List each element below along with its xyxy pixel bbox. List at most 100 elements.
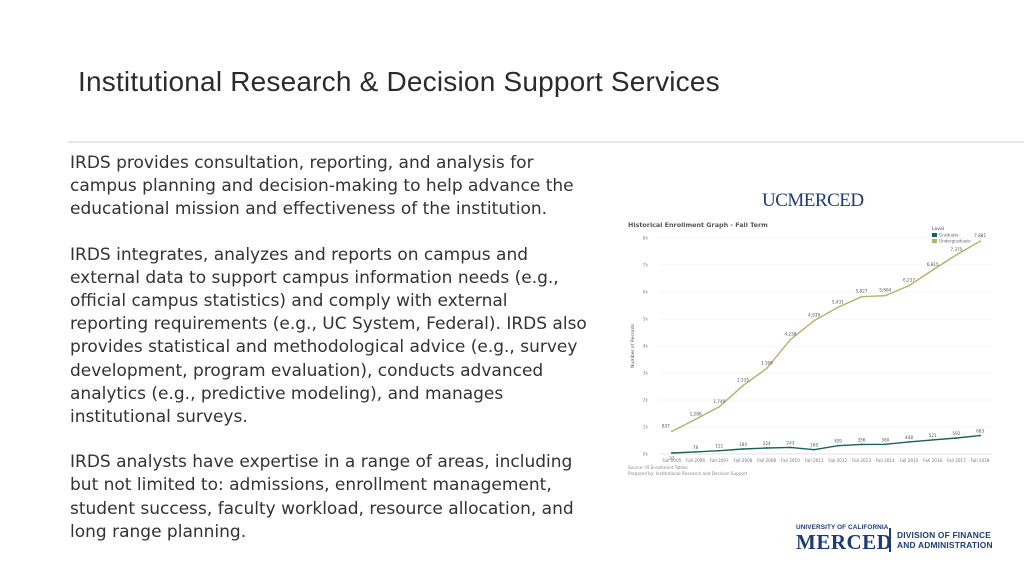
data-point-undergraduate: [765, 367, 768, 370]
series-line-graduate: [671, 434, 981, 454]
data-label-undergraduate: 5,431: [832, 299, 844, 304]
page-title: Institutional Research & Decision Suppor…: [78, 66, 720, 97]
data-point-graduate: [765, 447, 768, 449]
data-label-undergraduate: 1,286: [690, 411, 702, 416]
data-label-undergraduate: 5,864: [879, 288, 891, 293]
legend-label-graduate: Graduate: [939, 233, 959, 238]
data-point-graduate: [931, 439, 934, 441]
division-line-2: AND ADMINISTRATION: [897, 540, 993, 550]
data-label-undergraduate: 7,375: [950, 247, 962, 252]
chart-source: Source: IR Enrollment Tables: [628, 465, 688, 470]
data-point-graduate: [860, 443, 863, 446]
data-point-graduate: [884, 443, 887, 446]
paragraph-consultation: IRDS provides consultation, reporting, a…: [70, 153, 574, 220]
x-tick-label: Fall 2010: [781, 458, 800, 463]
data-point-graduate: [908, 441, 910, 443]
data-point-undergraduate: [694, 418, 697, 421]
x-tick-label: Fall 2015: [900, 458, 919, 463]
uc-logo-small-text: UNIVERSITY OF CALIFORNIA: [796, 524, 889, 531]
legend-title: Level: [932, 226, 944, 232]
division-finance-logo: UNIVERSITY OF CALIFORNIA MERCED DIVISION…: [796, 524, 1002, 554]
enrollment-chart: Historical Enrollment Graph - Fall Term …: [620, 218, 1004, 484]
data-point-undergraduate: [955, 253, 958, 256]
data-label-undergraduate: 2,535: [737, 378, 749, 383]
data-point-undergraduate: [979, 240, 982, 243]
legend-swatch-undergraduate: [932, 239, 937, 243]
data-label-graduate: 243: [786, 440, 794, 445]
data-label-undergraduate: 5,827: [856, 289, 868, 294]
data-label-graduate: 356: [858, 437, 866, 442]
data-point-undergraduate: [860, 295, 863, 298]
data-point-graduate: [670, 452, 673, 454]
paragraph-integrates: IRDS integrates, analyzes and reports on…: [70, 244, 587, 428]
data-point-undergraduate: [670, 430, 673, 433]
data-point-graduate: [694, 450, 697, 453]
y-tick-label: 4k: [643, 344, 649, 350]
data-point-undergraduate: [836, 306, 839, 309]
division-line-1: DIVISION OF FINANCE: [897, 530, 992, 540]
data-point-graduate: [955, 437, 958, 439]
x-tick-label: Fall 2017: [947, 458, 966, 463]
ucmerced-logo: UCMERCED: [762, 190, 864, 211]
data-label-undergraduate: 4,238: [784, 332, 796, 337]
x-tick-label: Fall 2007: [710, 458, 729, 463]
x-tick-label: Fall 2009: [757, 458, 776, 463]
data-point-graduate: [718, 449, 721, 452]
legend-swatch-graduate: [932, 233, 937, 237]
data-label-graduate: 309: [834, 439, 842, 444]
y-tick-label: 5k: [643, 317, 649, 323]
title-divider: [68, 141, 1024, 143]
data-label-graduate: 184: [739, 442, 747, 447]
data-point-undergraduate: [813, 319, 816, 322]
x-tick-label: Fall 2006: [686, 458, 705, 463]
data-label-graduate: 37: [669, 456, 675, 461]
chart-prepared-by: Prepared by: Institutional Research and …: [628, 471, 748, 476]
data-point-graduate: [742, 448, 744, 450]
data-point-graduate: [813, 448, 816, 451]
chart-y-axis-label: Number of Records: [630, 323, 636, 368]
legend-label-undergraduate: Undergraduate: [939, 239, 971, 244]
data-point-undergraduate: [884, 294, 887, 297]
y-tick-label: 3k: [643, 371, 649, 377]
x-tick-label: Fall 2005: [662, 458, 681, 463]
y-tick-label: 6k: [643, 290, 649, 296]
data-label-graduate: 448: [905, 435, 913, 440]
data-label-undergraduate: 4,938: [808, 313, 820, 318]
data-label-undergraduate: 6,815: [927, 262, 939, 267]
data-label-graduate: 78: [693, 445, 699, 450]
x-tick-label: Fall 2012: [828, 458, 847, 463]
data-point-undergraduate: [742, 384, 744, 387]
data-point-undergraduate: [789, 338, 792, 341]
x-tick-label: Fall 2013: [852, 458, 871, 463]
data-label-graduate: 224: [763, 441, 771, 446]
x-tick-label: Fall 2018: [971, 458, 990, 463]
y-tick-label: 2k: [643, 398, 649, 404]
data-label-undergraduate: 1,749: [713, 399, 725, 404]
data-label-graduate: 360: [881, 437, 889, 442]
data-label-graduate: 683: [976, 429, 984, 434]
data-label-undergraduate: 3,169: [761, 360, 773, 365]
enrollment-chart-svg: Historical Enrollment Graph - Fall Term …: [628, 221, 992, 476]
data-point-graduate: [979, 434, 982, 437]
data-label-undergraduate: 6,237: [903, 278, 915, 283]
y-tick-label: 1k: [643, 425, 649, 431]
series-line-undergraduate: [671, 240, 981, 433]
data-label-graduate: 121: [715, 444, 723, 449]
data-point-undergraduate: [908, 284, 910, 287]
data-label-undergraduate: 7,881: [974, 233, 986, 238]
chart-title: Historical Enrollment Graph - Fall Term: [628, 221, 768, 229]
x-tick-label: Fall 2014: [876, 458, 895, 463]
merced-wordmark: MERCED: [796, 530, 893, 554]
data-label-undergraduate: 837: [662, 423, 670, 428]
data-point-undergraduate: [931, 269, 934, 271]
logo-divider: [889, 528, 891, 552]
x-tick-label: Fall 2011: [805, 458, 824, 463]
data-point-graduate: [789, 446, 792, 449]
y-tick-label: 7k: [643, 263, 649, 269]
y-tick-label: 0k: [643, 452, 649, 458]
paragraph-expertise: IRDS analysts have expertise in a range …: [70, 452, 574, 542]
data-label-graduate: 521: [929, 433, 937, 438]
x-tick-label: Fall 2016: [923, 458, 942, 463]
data-point-graduate: [836, 444, 839, 447]
body-text: IRDS provides consultation, reporting, a…: [70, 152, 590, 566]
